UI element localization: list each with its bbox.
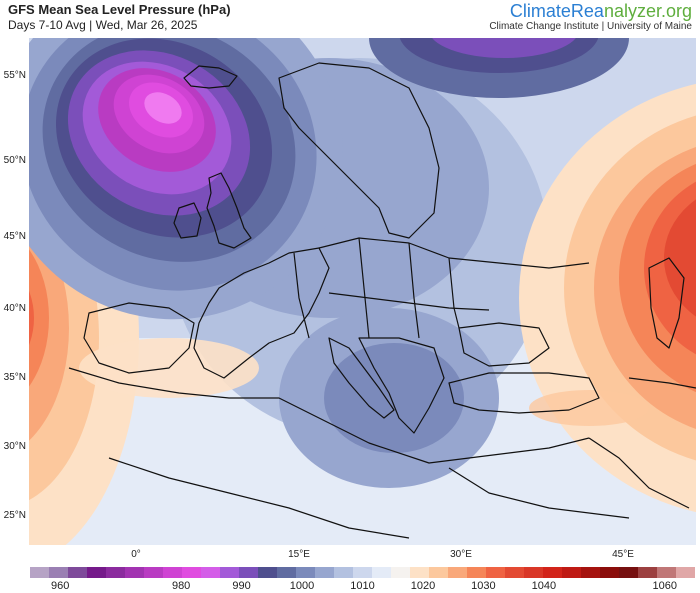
lat-label-50n: 50°N — [3, 155, 26, 166]
colorbar-tick-label: 1000 — [289, 580, 315, 592]
lat-label-55n: 55°N — [3, 70, 26, 81]
lat-label-40n: 40°N — [3, 303, 26, 314]
colorbar-swatch — [581, 567, 601, 578]
colorbar-swatch — [201, 567, 221, 578]
colorbar-swatch — [87, 567, 107, 578]
lat-label-45n: 45°N — [3, 231, 26, 242]
lon-label-30e: 30°E — [450, 549, 472, 560]
colorbar-swatch — [543, 567, 563, 578]
colorbar-swatch — [410, 567, 430, 578]
colorbar-swatch — [562, 567, 582, 578]
lat-label-25n: 25°N — [3, 510, 26, 521]
colorbar-swatch — [277, 567, 297, 578]
colorbar-swatch — [676, 567, 695, 578]
colorbar-swatch — [429, 567, 449, 578]
lon-label-0: 0° — [131, 549, 141, 560]
colorbar-swatch — [353, 567, 373, 578]
colorbar-swatch — [448, 567, 468, 578]
colorbar-tick-label: 1060 — [652, 580, 678, 592]
colorbar-tick-label: 1040 — [531, 580, 557, 592]
colorbar-swatch — [30, 567, 50, 578]
colorbar-tick-label: 960 — [51, 580, 70, 592]
colorbar-swatch — [505, 567, 525, 578]
colorbar-tick-label: 980 — [171, 580, 191, 592]
colorbar-swatch — [125, 567, 145, 578]
colorbar-swatch — [372, 567, 392, 578]
brand-logo[interactable]: ClimateReanalyzer.org — [510, 1, 692, 22]
colorbar-swatch — [106, 567, 126, 578]
lon-label-15e: 15°E — [288, 549, 310, 560]
colorbar-swatch — [657, 567, 677, 578]
brand-accent-text: nalyzer.org — [603, 1, 692, 21]
colorbar-swatch — [638, 567, 658, 578]
lat-label-35n: 35°N — [3, 372, 26, 383]
colorbar-swatch — [315, 567, 335, 578]
brand-subtitle: Climate Change Institute | University of… — [489, 21, 692, 32]
colorbar-swatch — [258, 567, 278, 578]
colorbar-swatch — [296, 567, 316, 578]
colorbar-swatch — [163, 567, 183, 578]
lat-label-30n: 30°N — [3, 441, 26, 452]
colorbar-tick-label: 990 — [232, 580, 251, 592]
colorbar-swatch — [619, 567, 639, 578]
lon-label-45e: 45°E — [612, 549, 634, 560]
colorbar-swatch — [524, 567, 544, 578]
brand-main-text: ClimateRea — [509, 1, 604, 21]
colorbar-swatch — [182, 567, 202, 578]
colorbar-swatch — [220, 567, 240, 578]
colorbar-swatch — [68, 567, 88, 578]
colorbar-swatch — [49, 567, 69, 578]
colorbar-swatch — [334, 567, 354, 578]
pressure-colorbar — [30, 567, 695, 578]
map-title: GFS Mean Sea Level Pressure (hPa) — [8, 2, 231, 17]
colorbar-swatch — [391, 567, 411, 578]
colorbar-swatch — [144, 567, 164, 578]
map-subtitle: Days 7-10 Avg | Wed, Mar 26, 2025 — [8, 18, 198, 32]
colorbar-tick-label: 1020 — [410, 580, 436, 592]
colorbar-swatch — [600, 567, 620, 578]
pressure-map — [29, 38, 696, 545]
colorbar-swatch — [486, 567, 506, 578]
colorbar-tick-label: 1030 — [471, 580, 496, 592]
header: GFS Mean Sea Level Pressure (hPa) Days 7… — [0, 0, 700, 38]
colorbar-tick-label: 1010 — [350, 580, 375, 592]
colorbar-swatch — [239, 567, 259, 578]
colorbar-swatch — [467, 567, 487, 578]
